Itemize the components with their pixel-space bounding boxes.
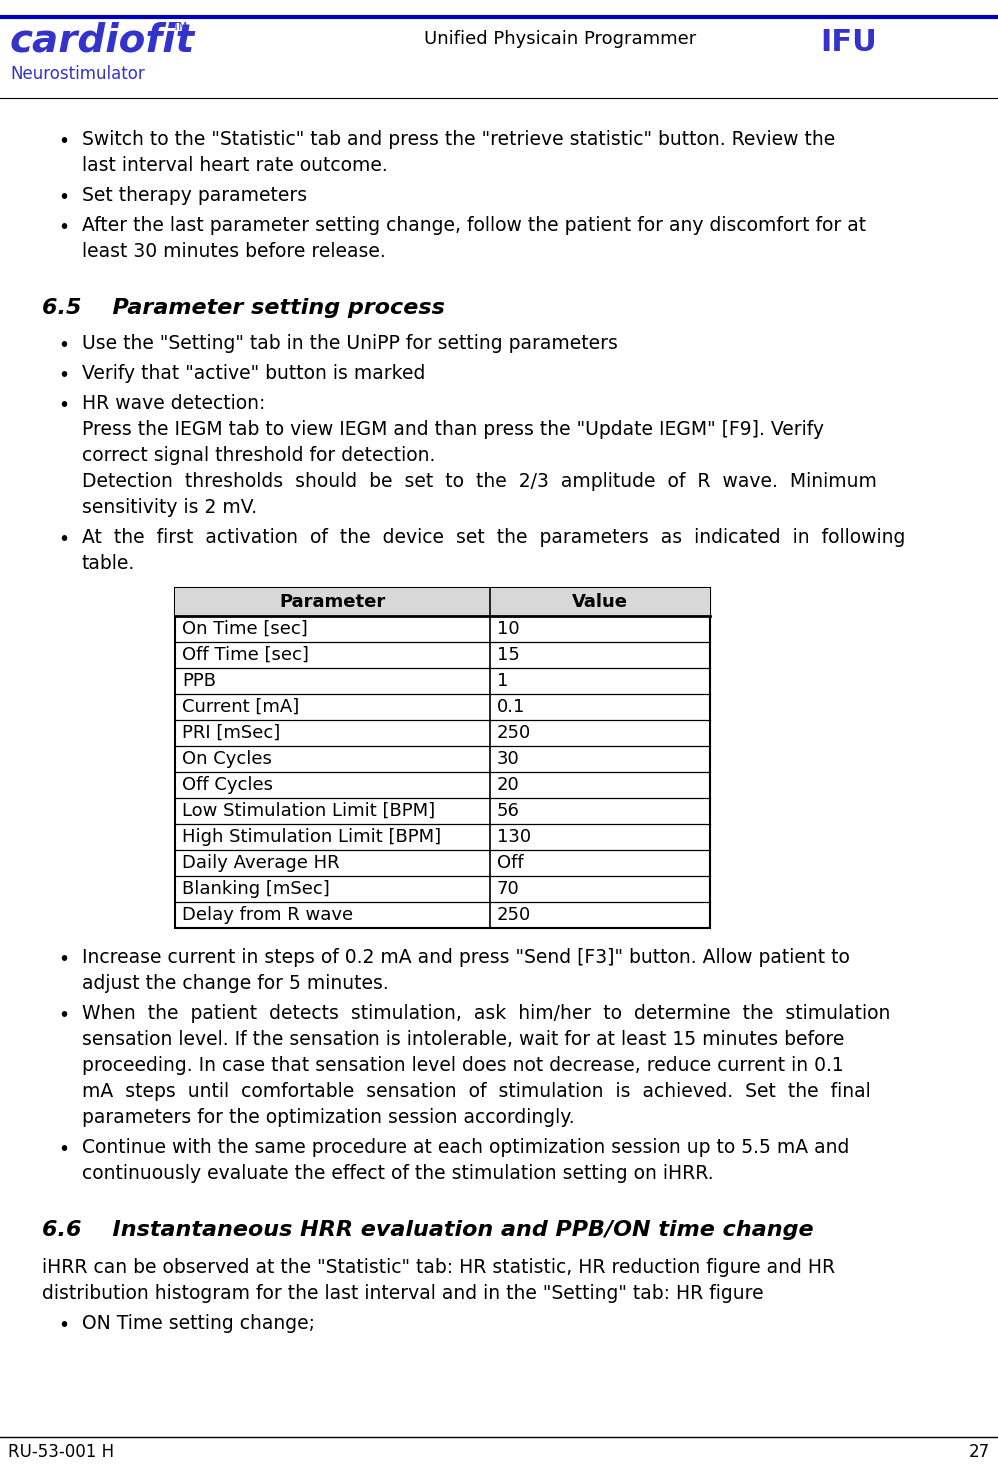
Text: iHRR can be observed at the "Statistic" tab: HR statistic, HR reduction figure a: iHRR can be observed at the "Statistic" …: [42, 1259, 835, 1276]
Text: Current [mA]: Current [mA]: [182, 698, 299, 716]
Text: Press the IEGM tab to view IEGM and than press the "Update IEGM" [F9]. Verify: Press the IEGM tab to view IEGM and than…: [82, 420, 824, 439]
Text: 15: 15: [497, 645, 520, 665]
Text: •: •: [58, 951, 69, 970]
Text: least 30 minutes before release.: least 30 minutes before release.: [82, 242, 386, 261]
Text: Increase current in steps of 0.2 mA and press "Send [F3]" button. Allow patient : Increase current in steps of 0.2 mA and …: [82, 948, 850, 967]
Text: 1: 1: [497, 672, 508, 689]
FancyBboxPatch shape: [175, 588, 710, 616]
Text: Unified Physicain Programmer: Unified Physicain Programmer: [424, 29, 697, 48]
Text: proceeding. In case that sensation level does not decrease, reduce current in 0.: proceeding. In case that sensation level…: [82, 1056, 843, 1075]
Text: Switch to the "Statistic" tab and press the "retrieve statistic" button. Review : Switch to the "Statistic" tab and press …: [82, 131, 835, 150]
Text: 6.5    Parameter setting process: 6.5 Parameter setting process: [42, 298, 445, 318]
Text: Off Time [sec]: Off Time [sec]: [182, 645, 308, 665]
Text: At  the  first  activation  of  the  device  set  the  parameters  as  indicated: At the first activation of the device se…: [82, 528, 905, 547]
Text: Use the "Setting" tab in the UniPP for setting parameters: Use the "Setting" tab in the UniPP for s…: [82, 334, 618, 354]
Text: HR wave detection:: HR wave detection:: [82, 395, 265, 414]
Text: parameters for the optimization session accordingly.: parameters for the optimization session …: [82, 1108, 575, 1127]
Text: Low Stimulation Limit [BPM]: Low Stimulation Limit [BPM]: [182, 802, 435, 820]
Text: PRI [mSec]: PRI [mSec]: [182, 725, 280, 742]
FancyBboxPatch shape: [175, 588, 710, 929]
Text: 70: 70: [497, 880, 520, 898]
Text: Verify that "active" button is marked: Verify that "active" button is marked: [82, 364, 425, 383]
Text: continuously evaluate the effect of the stimulation setting on iHRR.: continuously evaluate the effect of the …: [82, 1163, 714, 1182]
Text: Off Cycles: Off Cycles: [182, 776, 273, 794]
Text: 250: 250: [497, 725, 531, 742]
Text: TM: TM: [172, 22, 187, 32]
Text: On Time [sec]: On Time [sec]: [182, 621, 307, 638]
Text: Neurostimulator: Neurostimulator: [10, 65, 145, 84]
Text: 30: 30: [497, 750, 520, 769]
Text: •: •: [58, 365, 69, 384]
Text: sensation level. If the sensation is intolerable, wait for at least 15 minutes b: sensation level. If the sensation is int…: [82, 1030, 844, 1049]
Text: 250: 250: [497, 907, 531, 924]
Text: distribution histogram for the last interval and in the "Setting" tab: HR figure: distribution histogram for the last inte…: [42, 1284, 763, 1303]
Text: Blanking [mSec]: Blanking [mSec]: [182, 880, 329, 898]
Text: •: •: [58, 1140, 69, 1159]
Text: On Cycles: On Cycles: [182, 750, 271, 769]
Text: Daily Average HR: Daily Average HR: [182, 854, 339, 871]
Text: last interval heart rate outcome.: last interval heart rate outcome.: [82, 156, 388, 175]
Text: •: •: [58, 336, 69, 355]
Text: Detection  thresholds  should  be  set  to  the  2/3  amplitude  of  R  wave.  M: Detection thresholds should be set to th…: [82, 472, 877, 491]
Text: sensitivity is 2 mV.: sensitivity is 2 mV.: [82, 497, 257, 516]
Text: PPB: PPB: [182, 672, 216, 689]
Text: 27: 27: [969, 1444, 990, 1461]
Text: •: •: [58, 188, 69, 207]
Text: •: •: [58, 530, 69, 549]
Text: When  the  patient  detects  stimulation,  ask  him/her  to  determine  the  sti: When the patient detects stimulation, as…: [82, 1003, 890, 1022]
Text: adjust the change for 5 minutes.: adjust the change for 5 minutes.: [82, 974, 389, 993]
Text: Off: Off: [497, 854, 524, 871]
Text: RU-53-001 H: RU-53-001 H: [8, 1444, 114, 1461]
Text: 20: 20: [497, 776, 520, 794]
Text: 130: 130: [497, 827, 531, 846]
Text: Continue with the same procedure at each optimization session up to 5.5 mA and: Continue with the same procedure at each…: [82, 1138, 849, 1157]
Text: cardiofit: cardiofit: [10, 22, 196, 60]
Text: IFU: IFU: [820, 28, 877, 57]
Text: mA  steps  until  comfortable  sensation  of  stimulation  is  achieved.  Set  t: mA steps until comfortable sensation of …: [82, 1083, 870, 1102]
Text: 0.1: 0.1: [497, 698, 525, 716]
Text: •: •: [58, 219, 69, 238]
Text: 56: 56: [497, 802, 520, 820]
Text: ON Time setting change;: ON Time setting change;: [82, 1314, 315, 1334]
Text: •: •: [58, 396, 69, 415]
Text: Value: Value: [572, 593, 628, 610]
Text: correct signal threshold for detection.: correct signal threshold for detection.: [82, 446, 435, 465]
Text: After the last parameter setting change, follow the patient for any discomfort f: After the last parameter setting change,…: [82, 216, 866, 235]
Text: Set therapy parameters: Set therapy parameters: [82, 186, 307, 205]
Text: Parameter: Parameter: [279, 593, 385, 610]
Text: •: •: [58, 132, 69, 151]
Text: 10: 10: [497, 621, 520, 638]
Text: Delay from R wave: Delay from R wave: [182, 907, 353, 924]
Text: •: •: [58, 1006, 69, 1025]
Text: table.: table.: [82, 555, 136, 574]
Text: •: •: [58, 1316, 69, 1335]
Text: High Stimulation Limit [BPM]: High Stimulation Limit [BPM]: [182, 827, 441, 846]
Text: 6.6    Instantaneous HRR evaluation and PPB/ON time change: 6.6 Instantaneous HRR evaluation and PPB…: [42, 1221, 813, 1240]
